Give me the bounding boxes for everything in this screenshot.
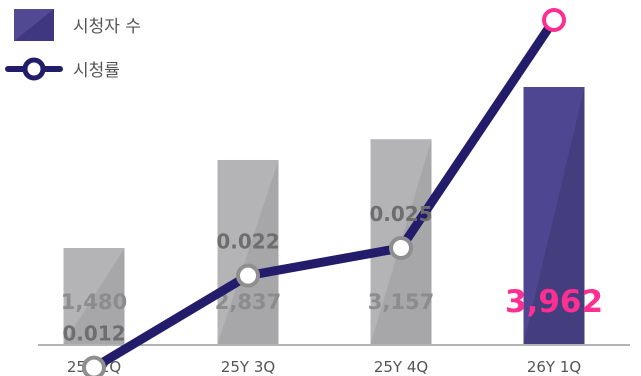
bar-value-label-2: 3,157: [368, 290, 434, 314]
bar-shade-3: [523, 87, 585, 344]
bar-3: [523, 87, 585, 344]
line-series: 0.012 0.022 0.025: [62, 8, 566, 376]
legend-marker-rate: [22, 57, 46, 81]
x-tick-label-1: 25Y 3Q: [221, 358, 275, 376]
bar-shade-0: [63, 247, 125, 344]
bar-shade-1: [217, 159, 279, 344]
rate-marker-1: [236, 263, 260, 288]
bar-series: 1,480 2,837 3,157 3,962: [61, 87, 603, 344]
legend: 시청자 수 시청률: [5, 9, 141, 81]
x-axis-labels: 25Y 2Q 25Y 3Q 25Y 4Q 26Y 1Q: [67, 358, 581, 376]
bar-value-label-3: 3,962: [505, 284, 603, 320]
rate-value-label-1: 0.022: [216, 230, 279, 254]
bar-value-label-0: 1,480: [61, 290, 127, 314]
bar-0: [63, 247, 125, 344]
x-tick-label-2: 25Y 4Q: [374, 358, 428, 376]
rate-line: [89, 15, 559, 373]
bar-1: [217, 159, 279, 344]
rate-marker-0: [82, 355, 106, 376]
rate-value-label-0: 0.012: [62, 322, 125, 346]
rate-marker-2: [389, 236, 413, 260]
legend-label-viewers: 시청자 수: [73, 17, 141, 37]
rate-value-label-2: 0.025: [369, 202, 432, 226]
legend-swatch-viewers-shade: [14, 9, 54, 41]
rate-marker-3: [542, 8, 566, 32]
x-tick-label-3: 26Y 1Q: [527, 358, 581, 376]
legend-label-rate: 시청률: [73, 61, 120, 81]
